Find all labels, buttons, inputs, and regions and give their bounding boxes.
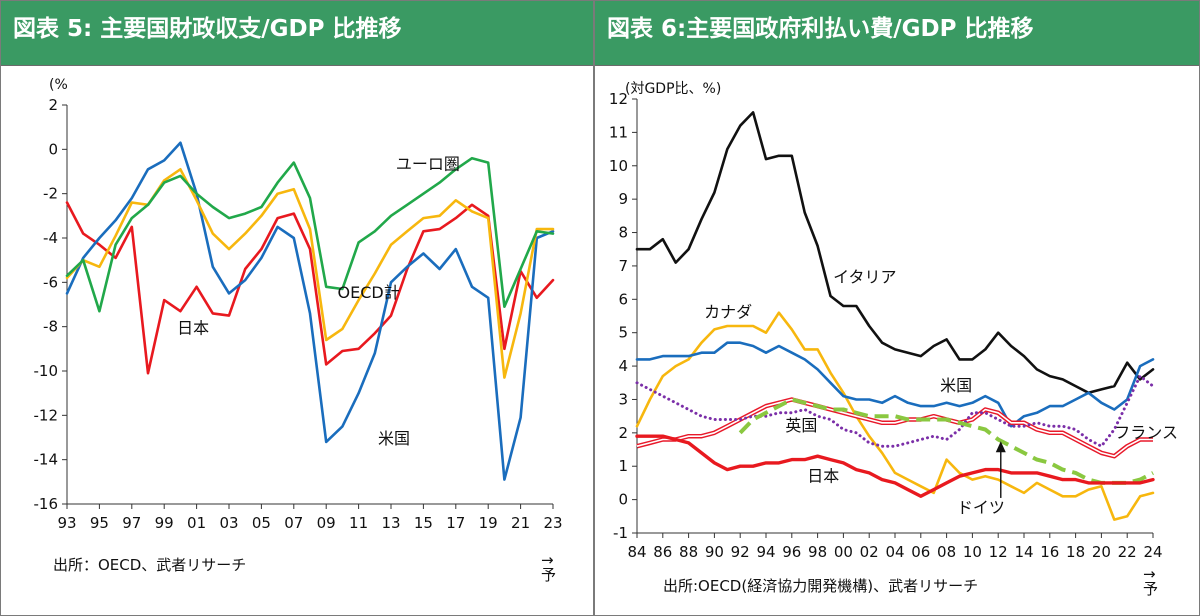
chart5-series-0-line (65, 201, 555, 375)
chart6-title: 図表 6:主要国政府利払い費/GDP 比推移 (607, 16, 1034, 42)
chart5-x-tick-label: 97 (122, 514, 141, 532)
chart6-x-tick-label: 84 (627, 543, 646, 561)
chart5-x-tick-label: 17 (446, 514, 465, 532)
chart6-series-label-1: カナダ (704, 303, 752, 322)
chart5-series-label-0: ユーロ圏 (396, 154, 460, 173)
chart5-x-tick-label: 13 (381, 514, 400, 532)
chart6-forecast-note: →予 (1143, 565, 1159, 598)
chart5-y-tick-label: -12 (34, 406, 59, 424)
chart6-source: 出所:OECD(経済協力開発機構)、武者リサーチ (663, 577, 979, 595)
chart6-y-tick-label: 0 (618, 491, 628, 509)
chart6-series-label-2: 米国 (940, 376, 972, 395)
chart5-x-tick-label: 15 (414, 514, 433, 532)
chart5-x-tick-label: 21 (511, 514, 530, 532)
chart6-x-tick-label: 10 (963, 543, 982, 561)
chart5-y-tick-label: -4 (43, 229, 58, 247)
chart6-x-tick-label: 02 (860, 543, 879, 561)
chart6-x-tick-label: 14 (1014, 543, 1033, 561)
chart6-y-tick-label: 8 (618, 224, 628, 242)
chart5-x-tick-label: 07 (284, 514, 303, 532)
chart5-y-tick-label: -14 (34, 451, 59, 469)
chart5-y-axis-label: (% (49, 77, 68, 93)
chart6-y-tick-label: 1 (618, 457, 628, 475)
chart6-x-tick-label: 04 (885, 543, 904, 561)
chart5-forecast-note: →予 (541, 551, 557, 584)
chart5-y-tick-label: -8 (43, 318, 58, 336)
chart6-y-tick-label: 4 (618, 357, 628, 375)
chart6-x-tick-label: 12 (989, 543, 1008, 561)
chart5-y-tick-label: 0 (48, 140, 58, 158)
chart5-x-tick-label: 01 (187, 514, 206, 532)
chart5-y-tick-label: 2 (48, 96, 58, 114)
chart6-series-label-0: イタリア (833, 268, 896, 287)
chart6-x-tick-label: 08 (937, 543, 956, 561)
chart6-x-tick-label: 06 (911, 543, 930, 561)
chart6-y-tick-label: -1 (613, 524, 628, 542)
chart6-series-label-4: フランス (1114, 423, 1178, 442)
chart6-x-tick-label: 92 (731, 543, 750, 561)
chart6-series-2-line (635, 341, 1155, 428)
chart5-x-tick-label: 23 (543, 514, 562, 532)
chart6-y-tick-label: 9 (618, 190, 628, 208)
chart5-series-1-line (65, 141, 555, 481)
chart5-title: 図表 5: 主要国財政収支/GDP 比推移 (13, 16, 402, 42)
chart6-series-0-line (635, 111, 1155, 395)
chart6-series-label-5: 日本 (807, 466, 839, 485)
chart5-x-tick-label: 05 (252, 514, 271, 532)
chart6-germany-arrow-head (995, 441, 1006, 453)
chart6-y-tick-label: 3 (618, 390, 628, 408)
chart6-y-tick-label: 2 (618, 424, 628, 442)
chart6-x-tick-label: 88 (679, 543, 698, 561)
chart6-x-tick-label: 18 (1066, 543, 1085, 561)
chart6-series-3-line-outer (636, 397, 1153, 459)
panel-fiscal-balance: 図表 5: 主要国財政収支/GDP 比推移 2 0 -2 -4 -6 -8 -10 -12 -1… (0, 0, 594, 616)
chart6-x-tick-label: 00 (834, 543, 853, 561)
panel-interest-payments: 図表 6:主要国政府利払い費/GDP 比推移 12 11 10 9 8 7 6 5 4 3 2 1 0-… (594, 0, 1200, 616)
chart6-y-tick-label: 10 (609, 157, 628, 175)
chart5-x-tick-label: 99 (155, 514, 174, 532)
chart5-x-tick-label: 11 (349, 514, 368, 532)
chart5-header: 図表 5: 主要国財政収支/GDP 比推移 (1, 1, 593, 66)
chart5-source: 出所：OECD、武者リサーチ (53, 556, 247, 574)
chart6-x-tick-label: 24 (1143, 543, 1162, 561)
chart6-x-tick-label: 22 (1118, 543, 1137, 561)
chart6-y-tick-label: 11 (609, 123, 628, 141)
chart6-y-tick-label: 5 (618, 324, 628, 342)
chart5-x-tick-label: 09 (317, 514, 336, 532)
chart5-x-tick-label: 19 (479, 514, 498, 532)
chart6-y-tick-label: 7 (618, 257, 628, 275)
chart5-y-tick-label: -2 (43, 185, 58, 203)
chart6-x-tick-label: 94 (756, 543, 775, 561)
chart5-series-label-2: 日本 (177, 318, 209, 337)
chart6-series-1-line (635, 311, 1155, 521)
chart6-series-label-3: 英国 (785, 416, 817, 435)
chart5-series-label-1: OECD計 (338, 283, 400, 302)
chart5-x-tick-label: 03 (219, 514, 238, 532)
chart5-y-tick-label: -6 (43, 273, 58, 291)
chart6-x-tick-label: 86 (653, 543, 672, 561)
chart6-y-tick-label: 12 (609, 90, 628, 108)
chart5-x-tick-label: 95 (90, 514, 109, 532)
chart6-y-axis-label: (対GDP比、%) (625, 81, 721, 97)
chart6-x-tick-label: 98 (808, 543, 827, 561)
chart5-series-label-3: 米国 (378, 429, 410, 448)
chart5-y-tick-label: -16 (34, 495, 59, 513)
chart6-series-label-6: ドイツ (957, 498, 1005, 517)
chart6-header: 図表 6:主要国政府利払い費/GDP 比推移 (595, 1, 1199, 66)
chart6-x-tick-label: 90 (705, 543, 724, 561)
chart5-y-tick-label: -10 (34, 362, 59, 380)
chart6-x-tick-label: 96 (782, 543, 801, 561)
chart6-x-tick-label: 16 (1040, 543, 1059, 561)
chart6-series-3-line (636, 398, 1153, 458)
chart6-y-tick-label: 6 (618, 290, 628, 308)
chart5-x-tick-label: 93 (57, 514, 76, 532)
chart6-x-tick-label: 20 (1092, 543, 1111, 561)
chart6-series-5-line (738, 397, 1154, 485)
chart6-series-6-line (635, 434, 1155, 498)
chart5-series-3-line (65, 156, 555, 313)
